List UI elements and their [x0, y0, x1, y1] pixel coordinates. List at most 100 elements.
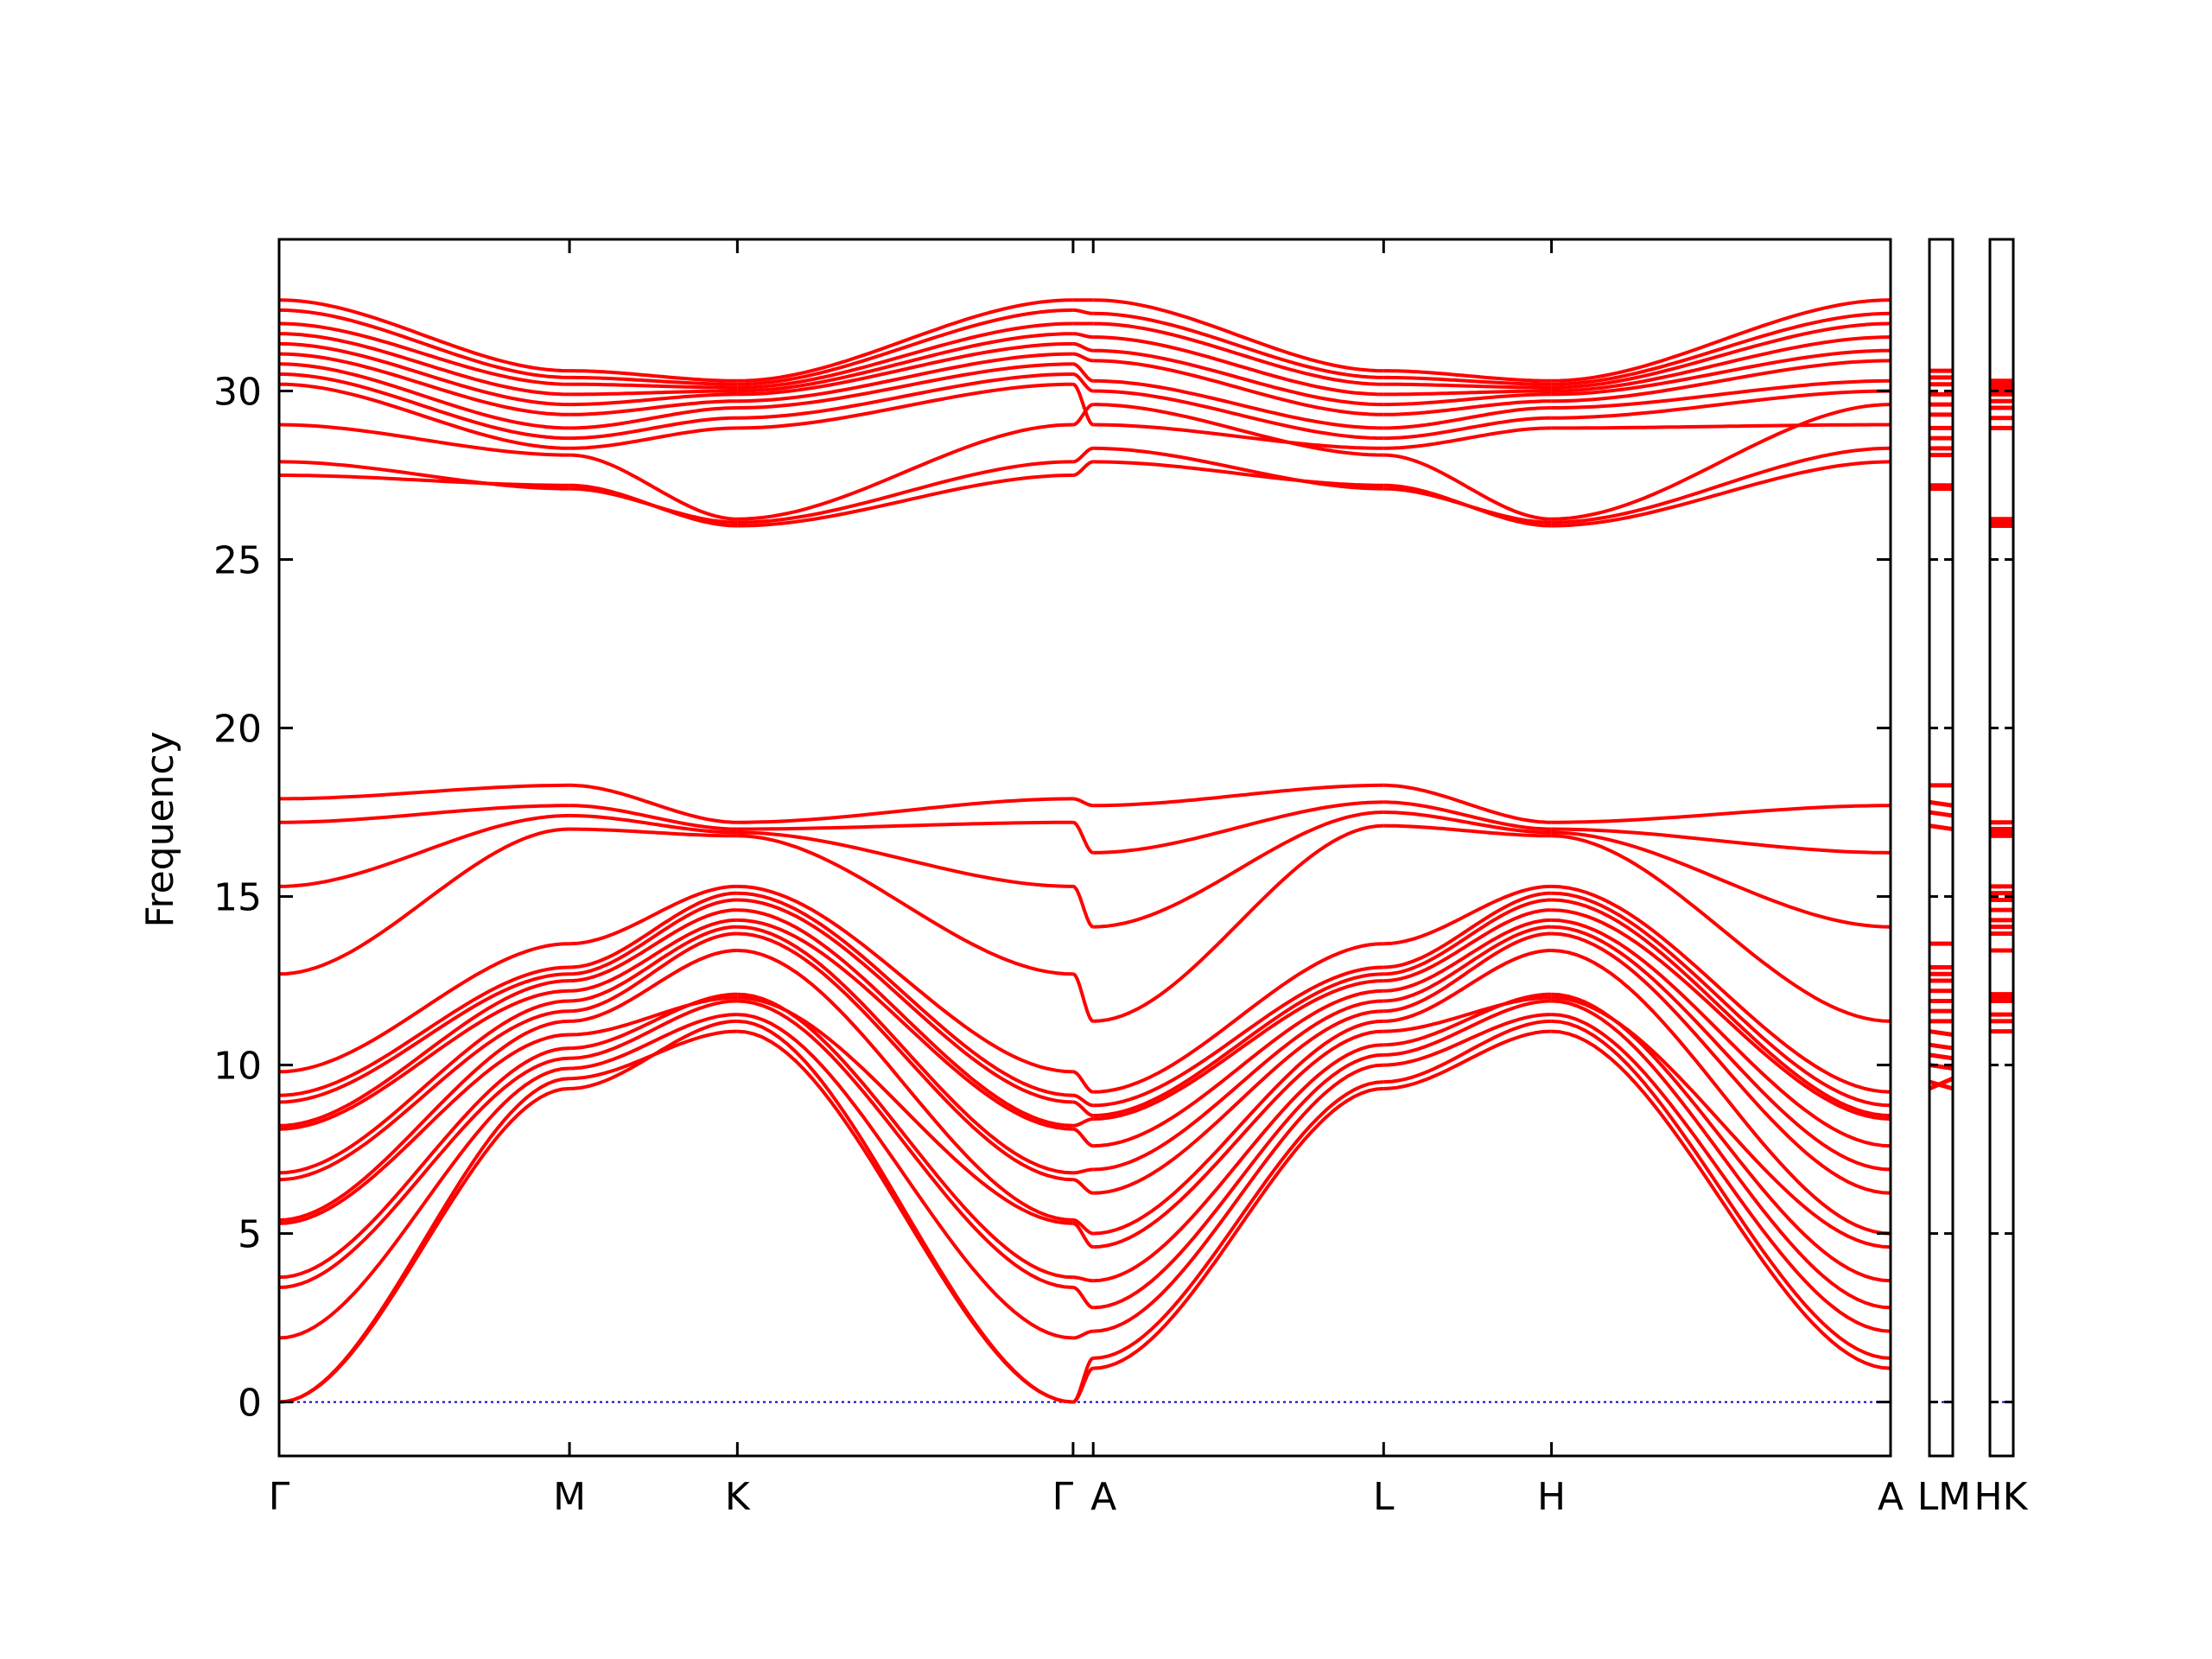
band-line — [1071, 1117, 1095, 1128]
band-line — [1071, 1093, 1095, 1108]
band-line — [279, 804, 570, 824]
band-line — [1093, 810, 1384, 929]
band-line — [1093, 423, 1384, 450]
band-line — [737, 298, 1073, 383]
band-line — [737, 820, 1073, 831]
band-line — [737, 949, 1074, 1222]
band-line — [278, 341, 570, 407]
band-line — [278, 298, 570, 373]
band-line — [737, 341, 1073, 397]
band-line — [1929, 823, 1954, 832]
band-line — [1383, 884, 1552, 946]
band-line — [278, 321, 570, 386]
band-line — [278, 1056, 570, 1289]
band-line — [737, 1019, 1074, 1404]
band-line — [278, 1033, 570, 1225]
band-line — [569, 392, 738, 407]
band-line — [1383, 891, 1552, 969]
band-line — [1071, 403, 1095, 427]
band-line — [1093, 1080, 1384, 1360]
band-line — [1071, 341, 1095, 353]
band-line — [737, 308, 1073, 386]
band-line — [569, 783, 738, 824]
band-line — [1383, 925, 1552, 1003]
band-line — [1093, 298, 1384, 373]
band-line — [737, 352, 1073, 404]
band-line — [1551, 348, 1891, 397]
band-line — [1929, 810, 1954, 818]
band-line — [1093, 800, 1384, 855]
band-line — [1383, 992, 1552, 1047]
band-line — [1551, 321, 1891, 390]
band-line — [569, 813, 738, 835]
band-line — [569, 416, 738, 441]
x-tick-label: L — [1917, 1475, 1939, 1519]
band-line — [569, 1019, 738, 1090]
band-line — [1071, 797, 1095, 808]
band-line — [278, 813, 570, 888]
band-line — [1071, 820, 1095, 855]
band-line — [1383, 399, 1552, 416]
band-line — [1071, 362, 1095, 383]
band-line — [1093, 999, 1384, 1172]
band-line — [737, 908, 1074, 1128]
band-line — [737, 362, 1073, 410]
band-line — [1383, 1029, 1552, 1090]
band-line — [1071, 1100, 1095, 1118]
band-line — [1383, 426, 1552, 450]
band-line — [1071, 1218, 1095, 1236]
band-line — [1093, 783, 1384, 808]
y-tick-label: 10 — [213, 1045, 262, 1089]
band-line — [1093, 311, 1384, 379]
band-line — [569, 375, 738, 386]
band-line — [1093, 348, 1384, 407]
x-tick-label: A — [1090, 1475, 1116, 1519]
band-line — [278, 1066, 570, 1340]
band-line — [1071, 372, 1095, 393]
band-line — [737, 995, 1074, 1225]
band-line — [1071, 972, 1095, 1023]
band-line — [569, 949, 738, 1023]
band-line — [1093, 1009, 1384, 1195]
band-line — [278, 827, 570, 976]
bands-layer — [278, 298, 2013, 1404]
band-line — [1071, 1329, 1095, 1340]
band-line — [278, 972, 570, 1104]
band-line — [1093, 378, 1384, 430]
x-tick-label: H — [1974, 1475, 2002, 1519]
band-line — [278, 352, 570, 416]
band-line — [1093, 1019, 1384, 1236]
band-line — [278, 1009, 570, 1182]
band-line — [1383, 931, 1552, 1014]
band-line — [1071, 332, 1095, 340]
y-tick-label: 20 — [213, 708, 262, 752]
band-line — [1551, 827, 1891, 855]
band-line — [1551, 378, 1891, 410]
x-tick-label: Γ — [269, 1475, 290, 1519]
band-line — [1551, 918, 1891, 1148]
band-line — [1071, 308, 1095, 315]
band-line — [1093, 460, 1384, 487]
band-line — [279, 474, 570, 487]
band-line — [278, 382, 570, 450]
band-line — [1093, 446, 1384, 491]
y-tick-label: 15 — [213, 876, 262, 920]
band-line — [1093, 942, 1384, 1094]
band-line — [1551, 1029, 1891, 1370]
band-line — [1093, 972, 1384, 1118]
band-line — [569, 931, 738, 1014]
band-line — [737, 999, 1074, 1289]
band-line — [1383, 369, 1552, 383]
band-line — [1929, 1052, 1954, 1061]
band-line — [569, 406, 738, 430]
band-line — [1551, 898, 1891, 1118]
band-line — [1383, 392, 1552, 407]
band-line — [1093, 1052, 1384, 1310]
band-line — [569, 891, 738, 969]
band-line — [1551, 389, 1891, 420]
main-plot-frame — [277, 238, 1892, 1458]
band-line — [278, 965, 570, 1097]
band-line — [1383, 1013, 1552, 1067]
band-line — [1551, 359, 1891, 404]
